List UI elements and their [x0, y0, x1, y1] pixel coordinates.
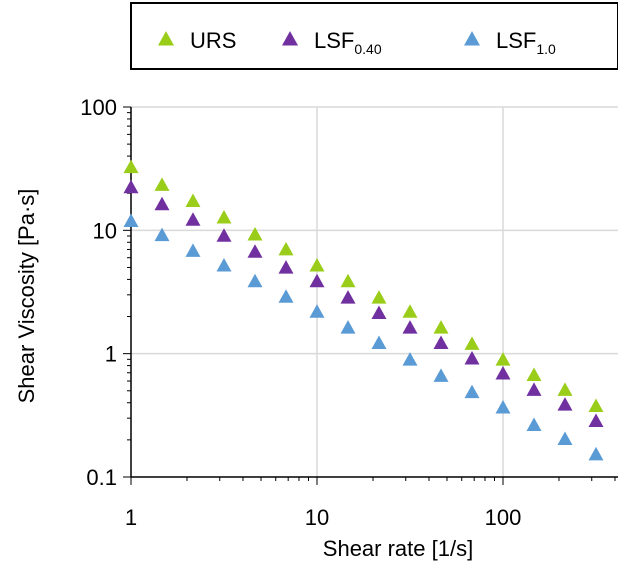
data-point: [309, 258, 325, 272]
data-point: [154, 196, 170, 211]
data-point: [216, 258, 232, 272]
data-point: [402, 352, 418, 366]
grid-lines: [131, 106, 618, 477]
data-point: [526, 367, 542, 382]
data-point: [588, 413, 604, 427]
y-tick-label: 10: [93, 218, 117, 243]
data-point: [185, 193, 201, 208]
data-point: [495, 365, 511, 380]
data-point: [433, 368, 449, 382]
data-point: [216, 210, 232, 224]
y-tick-label: 1: [105, 342, 117, 367]
data-point: [278, 289, 294, 303]
x-tick-label: 100: [485, 505, 522, 530]
legend-entry: LSF0.40: [282, 28, 382, 57]
legend-label: URS: [190, 28, 236, 53]
data-point: [185, 212, 201, 226]
data-point: [340, 320, 356, 334]
series-2: [123, 213, 604, 461]
data-point: [433, 320, 449, 334]
data-point: [309, 273, 325, 288]
y-axis-title: Shear Viscosity [Pa·s]: [14, 189, 39, 404]
data-point: [464, 350, 480, 365]
data-point: [402, 320, 418, 334]
data-point: [495, 400, 511, 414]
x-tick-label: 1: [125, 505, 137, 530]
legend-box: [130, 2, 618, 70]
data-point: [216, 228, 232, 242]
data-point: [123, 213, 139, 228]
x-tick-label: 10: [305, 505, 329, 530]
data-point: [340, 273, 356, 288]
data-point: [340, 290, 356, 304]
data-point: [371, 305, 387, 320]
series-1: [123, 179, 604, 427]
legend-label: LSF0.40: [314, 28, 382, 57]
data-point: [526, 382, 542, 396]
data-point: [154, 227, 170, 242]
legend: URS LSF0.40 LSF1.0: [130, 2, 618, 70]
data-point: [309, 304, 325, 318]
data-point: [247, 244, 263, 258]
data-point: [464, 384, 480, 399]
data-point: [123, 159, 139, 174]
data-point: [123, 179, 139, 194]
data-point: [433, 335, 449, 350]
data-point: [557, 397, 573, 411]
y-tick-label: 100: [80, 95, 117, 120]
data-point: [278, 241, 294, 256]
legend-marker-icon: [464, 31, 480, 46]
data-point: [371, 290, 387, 304]
data-markers: [123, 159, 604, 461]
x-axis-title: Shear rate [1/s]: [323, 536, 473, 561]
data-point: [557, 382, 573, 396]
series-0: [123, 159, 604, 413]
data-point: [464, 336, 480, 350]
axes: [123, 106, 618, 485]
legend-marker-icon: [282, 31, 298, 46]
data-point: [526, 417, 542, 431]
data-point: [154, 177, 170, 191]
y-tick-label: 0.1: [86, 465, 117, 490]
data-point: [247, 227, 263, 241]
data-point: [588, 446, 604, 461]
legend-label: LSF1.0: [496, 28, 556, 57]
data-point: [588, 398, 604, 413]
data-point: [557, 431, 573, 446]
legend-marker-icon: [158, 31, 174, 46]
tick-labels: 0.1 1 10 100 1 10 100: [80, 95, 521, 530]
data-point: [371, 335, 387, 350]
data-point: [402, 304, 418, 318]
data-point: [185, 243, 201, 257]
data-point: [278, 260, 294, 274]
legend-entry: LSF1.0: [464, 28, 556, 57]
data-point: [495, 352, 511, 366]
data-point: [247, 273, 263, 288]
legend-entry: URS: [158, 28, 236, 53]
